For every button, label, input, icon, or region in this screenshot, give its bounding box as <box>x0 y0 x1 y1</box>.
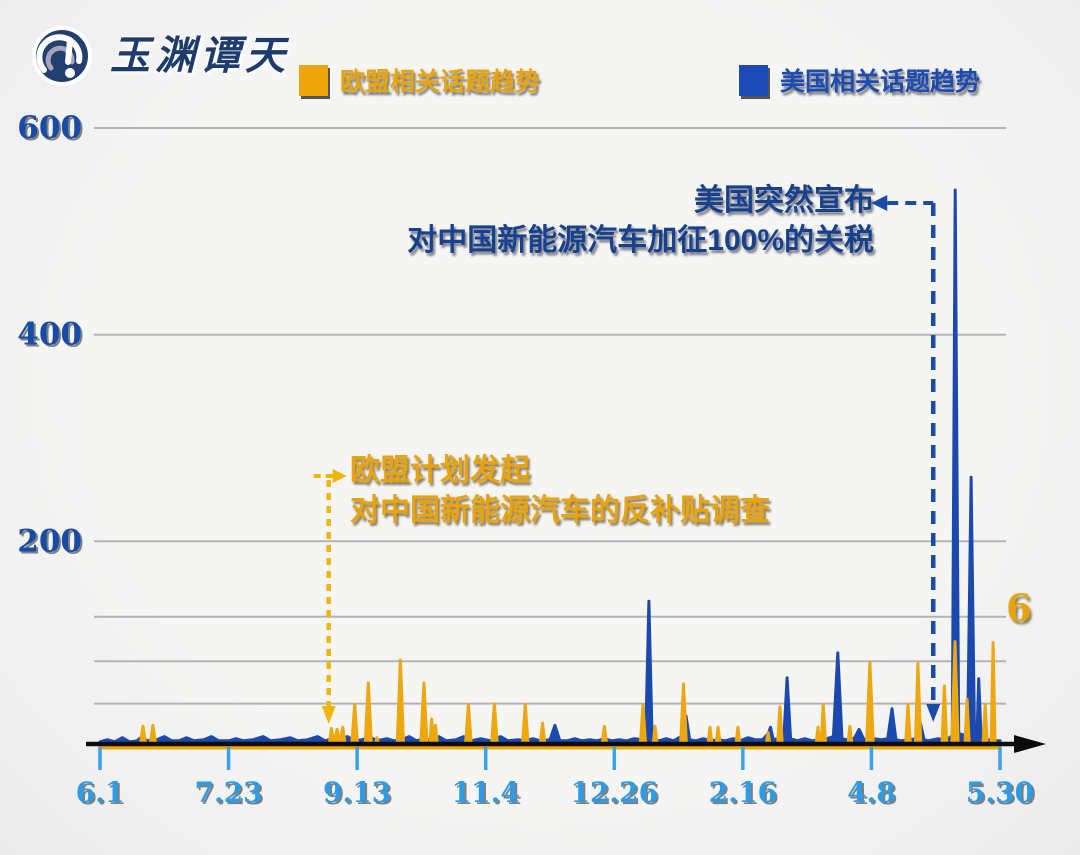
legend-item-eu: 欧盟相关话题趋势 <box>299 62 540 98</box>
x-label-9.13: 9.13 <box>323 776 391 809</box>
legend-item-us: 美国相关话题趋势 <box>739 62 980 98</box>
logo-text: 玉渊谭天 <box>110 34 290 78</box>
x-label-11.4: 11.4 <box>452 776 520 809</box>
x-label-2.16-shadow: 2.16 <box>711 778 779 811</box>
y-label-200: 200 <box>17 523 82 559</box>
eu-marker-down-arrow <box>321 706 336 724</box>
series-eu <box>98 640 1002 750</box>
logo: 玉渊谭天 <box>18 12 290 92</box>
x-label-2.16: 2.16 <box>709 776 777 809</box>
x-axis-arrow <box>1014 735 1046 753</box>
us-legend-label: 美国相关话题趋势 <box>780 68 981 96</box>
y-label-600: 600 <box>17 110 82 146</box>
eu-annotation: 欧盟计划发起 对中国新能源汽车的反补贴调查 <box>350 451 770 531</box>
us-marker-left-arrow <box>871 195 888 211</box>
x-label-7.23-shadow: 7.23 <box>196 778 264 811</box>
x-label-6.1-shadow: 6.1 <box>78 778 127 811</box>
eu-marker-right-arrow <box>332 469 347 483</box>
y-label-200-shadow: 200 <box>19 525 84 561</box>
us-marker-down-arrow <box>926 704 941 722</box>
eu-legend-label: 欧盟相关话题趋势 <box>340 68 541 96</box>
x-label-7.23: 7.23 <box>194 776 262 809</box>
logo-wave-icon <box>32 26 92 86</box>
x-label-4.8-shadow: 4.8 <box>849 778 898 811</box>
eu-annotation-line2: 对中国新能源汽车的反补贴调查 <box>350 494 770 527</box>
x-label-5.30-shadow: 5.30 <box>968 778 1036 811</box>
us-legend-swatch <box>739 64 768 96</box>
right-axis-label: 6 <box>1006 586 1032 630</box>
us-annotation: 美国突然宣布 对中国新能源汽车加征100%的关税 <box>407 181 874 261</box>
us-annotation-line1: 美国突然宣布 <box>694 184 874 217</box>
us-annotation-line2: 对中国新能源汽车加征100%的关税 <box>407 224 874 257</box>
x-label-4.8: 4.8 <box>847 776 896 809</box>
eu-annotation-line1: 欧盟计划发起 <box>350 454 530 487</box>
x-label-6.1: 6.1 <box>76 776 125 809</box>
y-label-600-shadow: 600 <box>19 112 84 148</box>
y-label-400-shadow: 400 <box>19 319 84 355</box>
eu-legend-swatch <box>299 64 328 96</box>
x-label-5.30: 5.30 <box>966 776 1034 809</box>
x-label-9.13-shadow: 9.13 <box>325 778 393 811</box>
x-label-11.4-shadow: 11.4 <box>454 778 522 811</box>
y-label-400: 400 <box>17 317 82 353</box>
x-label-12.26-shadow: 12.26 <box>572 778 660 811</box>
x-label-12.26: 12.26 <box>570 776 658 809</box>
